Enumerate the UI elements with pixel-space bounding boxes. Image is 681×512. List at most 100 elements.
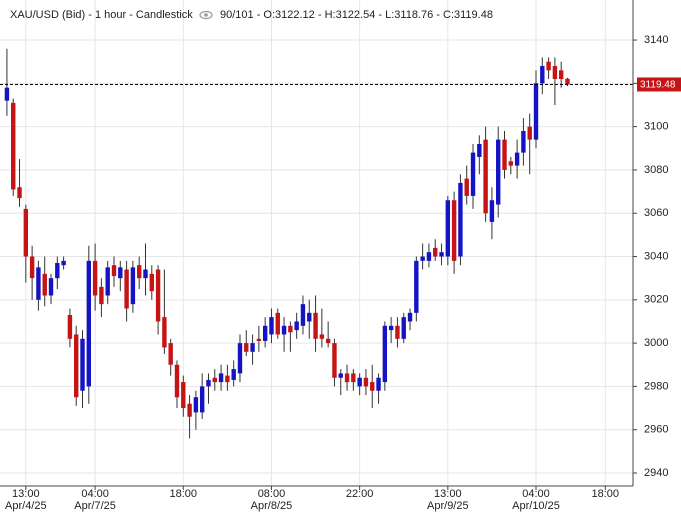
candle-body [23, 208, 29, 257]
candle-body [269, 317, 274, 335]
candle-body [401, 317, 406, 339]
y-tick-label: 3080 [644, 164, 668, 176]
candle-body [338, 373, 343, 378]
candle-body [61, 260, 66, 266]
candle-body [533, 83, 539, 140]
candle-body [124, 269, 129, 309]
candle-body [502, 139, 507, 170]
y-tick-label: 2940 [644, 467, 668, 479]
candle-body [262, 325, 268, 341]
candle-body [11, 102, 16, 190]
candle-body [546, 61, 551, 71]
candle-body [540, 66, 545, 84]
candles [0, 48, 633, 439]
y-tick-label: 2960 [644, 424, 668, 436]
candle-body [36, 267, 41, 300]
candle-body [74, 334, 79, 398]
last-price-label: 3119.48 [640, 80, 676, 91]
candle-body [439, 252, 444, 257]
eye-icon[interactable] [199, 10, 213, 20]
candle-body [17, 187, 22, 199]
candle-body [407, 312, 413, 322]
candle-body [558, 70, 564, 80]
candle-body [344, 373, 350, 383]
candle-body [382, 325, 388, 383]
x-tick-date: Apr/7/25 [74, 500, 116, 512]
candle-body [193, 397, 199, 413]
candle-body [307, 312, 312, 322]
candle-body [244, 343, 249, 352]
candle-body [414, 260, 419, 313]
candle-body [332, 343, 337, 378]
candle-body [470, 152, 476, 196]
y-tick-label: 3060 [644, 207, 668, 219]
candle-body [4, 87, 10, 101]
y-tick-label: 3040 [644, 250, 668, 262]
candle-body [111, 265, 117, 277]
x-tick-label: 13:00 [434, 488, 462, 500]
candle-body [174, 364, 180, 398]
x-tick-date: Apr/9/25 [427, 500, 469, 512]
candle-body [319, 334, 325, 339]
candle-body [168, 343, 173, 365]
x-tick-label: 08:00 [258, 488, 286, 500]
candle-body [552, 66, 558, 80]
candle-body [565, 78, 570, 85]
candle-body [521, 130, 526, 153]
candle-body [313, 312, 318, 339]
last-price-tag [637, 77, 681, 92]
candle-body [149, 273, 154, 292]
candle-body [42, 273, 47, 296]
x-tick-label: 04:00 [522, 488, 550, 500]
x-tick-label: 13:00 [12, 488, 40, 500]
candle-body [433, 247, 438, 257]
candle-body [527, 126, 532, 140]
candle-body [514, 152, 520, 166]
candle-body [187, 403, 192, 417]
candle-body [458, 182, 463, 257]
labels: 2940296029803000302030403060308031003120… [5, 34, 681, 512]
candle-body [55, 263, 60, 279]
x-tick-date: Apr/10/25 [512, 500, 560, 512]
x-tick-label: 18:00 [592, 488, 620, 500]
candle-body [256, 338, 262, 341]
candle-body [363, 377, 369, 387]
candle-body [105, 267, 110, 296]
candle-body [496, 139, 501, 205]
candle-body [250, 343, 255, 352]
candle-body [118, 267, 123, 279]
candle-body [80, 338, 85, 391]
candle-body [212, 377, 217, 383]
candle-body [483, 139, 488, 214]
x-tick-date: Apr/8/25 [251, 500, 293, 512]
candle-body [395, 325, 400, 339]
candle-body [199, 386, 205, 413]
candle-body [288, 325, 293, 333]
candle-body [426, 252, 432, 261]
header-symbol: XAU/USD (Bid) - 1 hour - Candlestick [10, 9, 193, 21]
candle-body [181, 382, 186, 409]
candle-body [451, 200, 457, 261]
candle-body [351, 373, 356, 383]
x-tick-label: 04:00 [81, 488, 109, 500]
candle-body [281, 325, 287, 335]
candle-body [489, 200, 495, 222]
candle-body [92, 260, 98, 296]
candle-body [420, 256, 425, 261]
header-info: 90/101 - O:3122.12 - H:3122.54 - L:3118.… [220, 9, 493, 21]
candle-body [237, 343, 243, 374]
candle-body [225, 375, 230, 383]
candle-body [388, 325, 394, 331]
candle-body [508, 161, 514, 166]
candle-body [155, 269, 161, 322]
x-tick-label: 18:00 [170, 488, 198, 500]
candle-body [162, 317, 167, 348]
candle-body [325, 338, 331, 344]
x-tick-label: 22:00 [346, 488, 374, 500]
y-tick-label: 3000 [644, 337, 668, 349]
y-tick-label: 3100 [644, 121, 668, 133]
candle-body [67, 314, 73, 339]
candle-body [130, 267, 136, 305]
